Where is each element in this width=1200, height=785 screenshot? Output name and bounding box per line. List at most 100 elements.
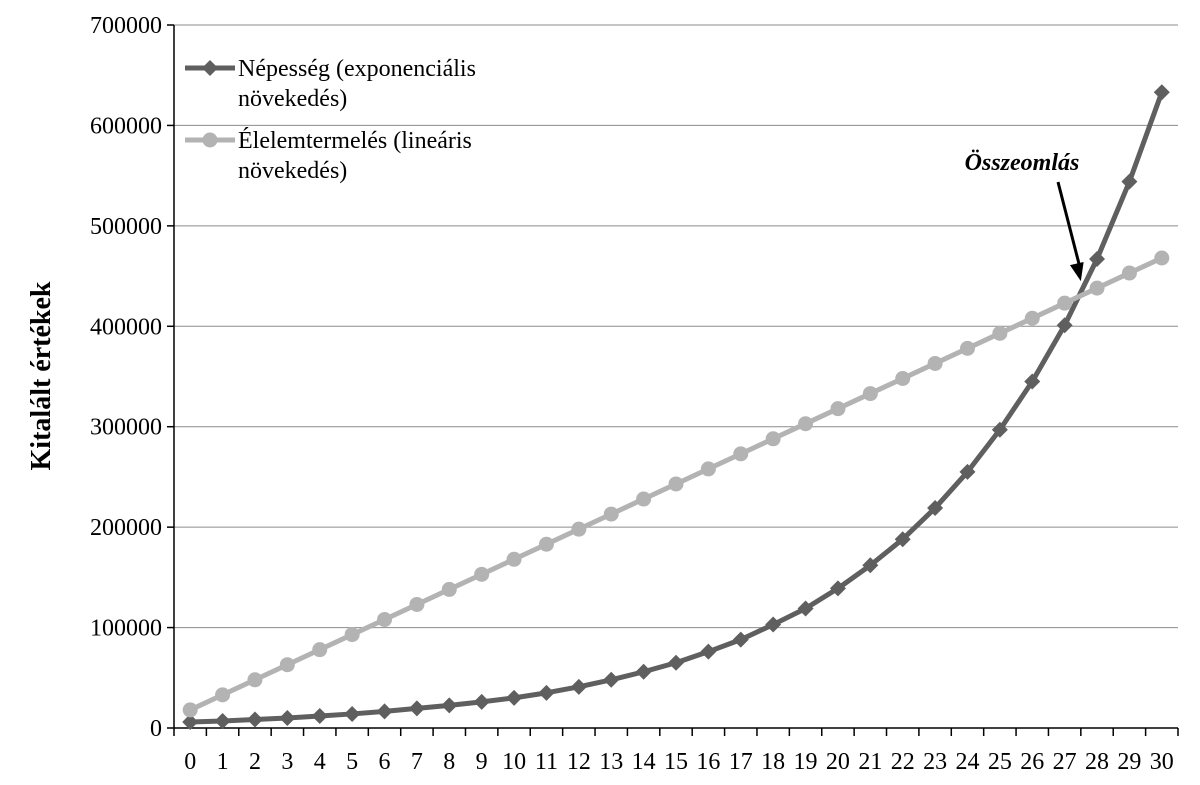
x-tick-label: 24 [955, 749, 979, 775]
data-point [1024, 373, 1041, 390]
x-tick-label: 5 [346, 749, 358, 775]
data-point [733, 446, 749, 462]
data-point [246, 711, 263, 728]
data-point [700, 461, 716, 477]
data-point [506, 689, 523, 706]
data-point [506, 551, 522, 567]
legend-marker [202, 60, 218, 76]
data-point [441, 697, 458, 714]
data-point [538, 536, 554, 552]
y-tick-label: 300000 [90, 415, 162, 441]
data-point [732, 631, 749, 648]
data-point [538, 684, 555, 701]
data-point [312, 642, 328, 658]
legend-marker [202, 132, 218, 148]
x-tick-label: 12 [567, 749, 591, 775]
legend-item: Élelemtermelés (lineáris növekedés) [185, 128, 472, 184]
x-tick-label: 19 [794, 749, 818, 775]
data-point [279, 709, 296, 726]
data-point [1089, 250, 1106, 267]
x-tick-label: 13 [599, 749, 623, 775]
y-tick-label: 600000 [90, 113, 162, 139]
data-point [927, 355, 943, 371]
legend-item: Népesség (exponenciális növekedés) [185, 56, 476, 112]
data-point [1057, 295, 1073, 311]
y-axis-label: Kitalált értékek [26, 281, 57, 470]
x-tick-label: 25 [988, 749, 1012, 775]
data-point [700, 643, 717, 660]
x-tick-label: 4 [314, 749, 326, 775]
data-point [797, 600, 814, 617]
x-tick-label: 22 [891, 749, 915, 775]
data-point [214, 712, 231, 729]
series-elelemtermeles [182, 250, 1170, 718]
data-point [377, 612, 393, 628]
data-point [376, 703, 393, 720]
x-tick-label: 3 [281, 749, 293, 775]
x-tick-label: 2 [249, 749, 261, 775]
legend-label: Népesség (exponenciális [238, 56, 476, 82]
x-tick-label: 30 [1150, 749, 1174, 775]
data-point [829, 580, 846, 597]
data-point [409, 596, 425, 612]
x-tick-label: 28 [1085, 749, 1109, 775]
data-point [603, 671, 620, 688]
data-point [603, 506, 619, 522]
x-tick-label: 23 [923, 749, 947, 775]
data-point [408, 700, 425, 717]
data-point [344, 705, 361, 722]
x-tick-label: 21 [858, 749, 882, 775]
x-tick-label: 11 [535, 749, 558, 775]
data-point [830, 401, 846, 417]
x-tick-label: 29 [1117, 749, 1141, 775]
data-point [1121, 173, 1138, 190]
y-tick-label: 700000 [90, 13, 162, 39]
annotation-label: Összeomlás [965, 150, 1080, 176]
data-point [311, 707, 328, 724]
data-point [1056, 317, 1073, 334]
legend-label: növekedés) [238, 86, 347, 112]
data-point [668, 476, 684, 492]
legend: Népesség (exponenciálisnövekedés)Élelemt… [185, 56, 476, 184]
data-point [959, 463, 976, 480]
y-tick-label: 0 [150, 716, 162, 742]
data-point [927, 500, 944, 517]
data-point [473, 693, 490, 710]
y-tick-label: 500000 [90, 214, 162, 240]
data-point [247, 672, 263, 688]
annotation-arrowhead [1069, 262, 1084, 282]
data-point [895, 371, 911, 387]
x-tick-label: 26 [1020, 749, 1044, 775]
x-tick-label: 18 [761, 749, 785, 775]
x-tick-label: 1 [217, 749, 229, 775]
y-tick-label: 100000 [90, 616, 162, 642]
data-point [862, 557, 879, 574]
y-tick-label: 200000 [90, 515, 162, 541]
data-point [474, 566, 490, 582]
x-tick-label: 27 [1053, 749, 1077, 775]
data-point [991, 421, 1008, 438]
x-tick-label: 15 [664, 749, 688, 775]
x-tick-label: 20 [826, 749, 850, 775]
x-tick-label: 14 [632, 749, 656, 775]
data-point [182, 702, 198, 718]
series-nepesseg [182, 84, 1170, 730]
x-tick-label: 6 [379, 749, 391, 775]
x-tick-label: 7 [411, 749, 423, 775]
data-point [441, 581, 457, 597]
x-tick-label: 8 [443, 749, 455, 775]
data-point [571, 521, 587, 537]
data-point [1024, 310, 1040, 326]
legend-label: növekedés) [238, 158, 347, 184]
data-point [635, 663, 652, 680]
data-point [182, 713, 199, 730]
data-point [668, 654, 684, 671]
x-tick-label: 0 [184, 749, 196, 775]
data-point [279, 657, 295, 673]
data-point [1154, 250, 1170, 266]
data-point [862, 386, 878, 402]
data-point [1089, 280, 1105, 296]
data-point [215, 687, 231, 703]
